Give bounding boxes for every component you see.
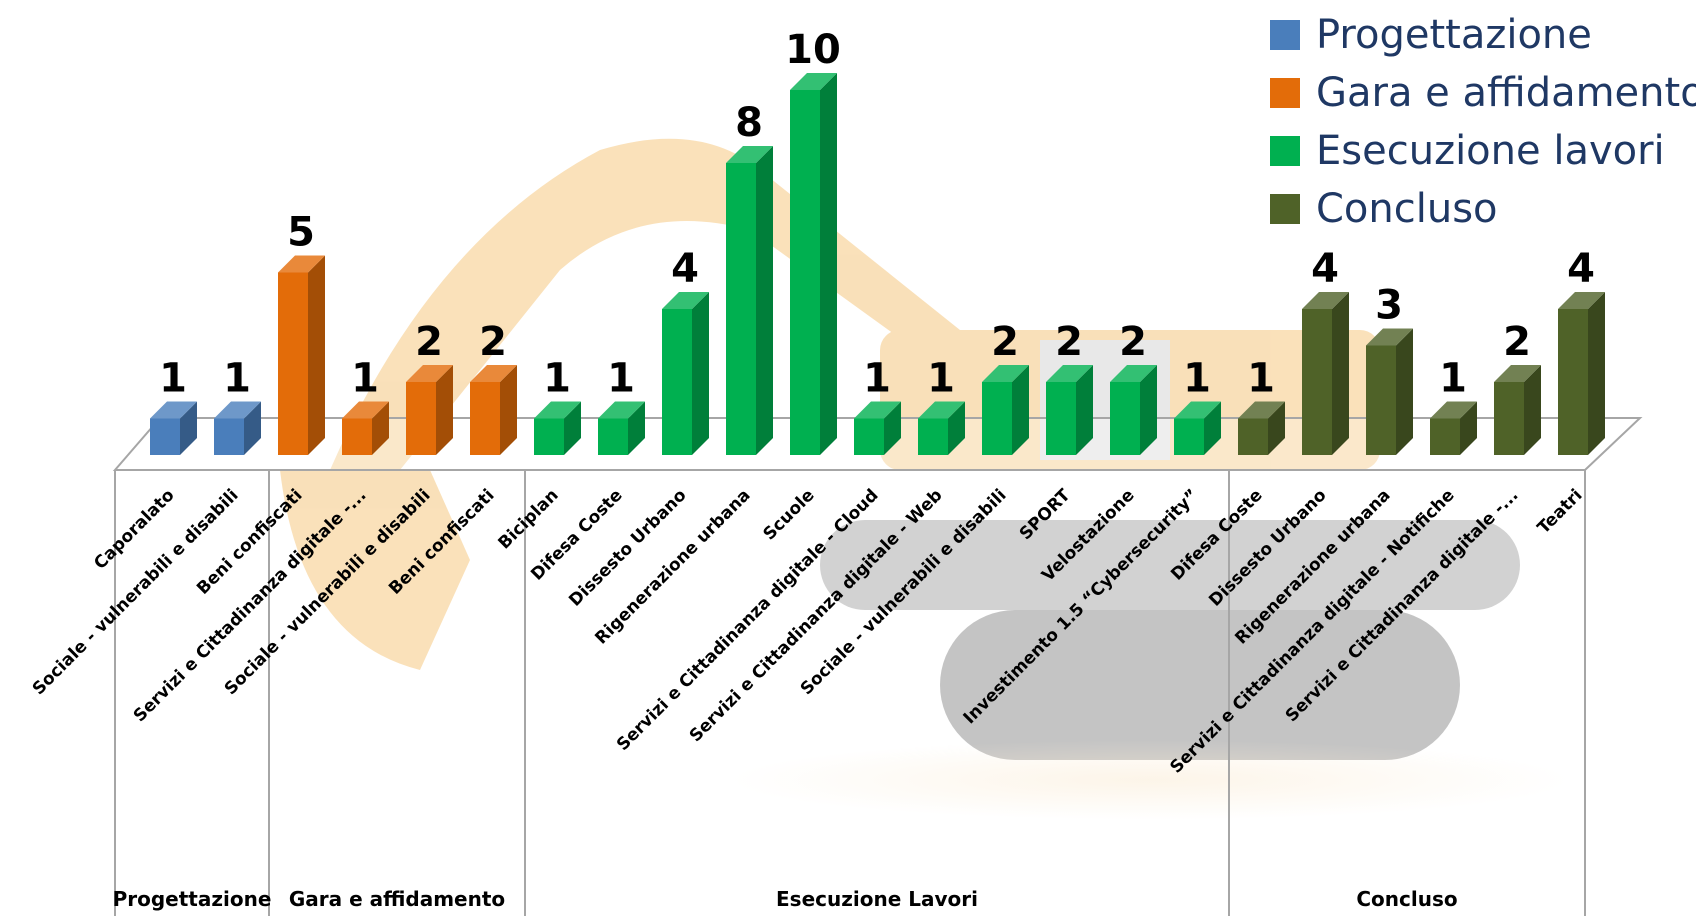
bar-value-label: 1 <box>863 356 891 402</box>
bar-value-label: 4 <box>1567 246 1595 292</box>
category-tick-label: Scuole <box>760 485 819 544</box>
bar-front <box>214 419 244 456</box>
legend-item-esecuzione-lavori: Esecuzione lavori <box>1270 122 1696 180</box>
category-tick-label: Biciplan <box>494 485 562 553</box>
bar <box>726 146 773 455</box>
bar-side <box>1396 329 1413 456</box>
bar-front <box>1494 382 1524 455</box>
bar-front <box>534 419 564 456</box>
bar-side <box>1332 292 1349 455</box>
bar <box>1558 292 1605 455</box>
bar-front <box>854 419 884 456</box>
category-tick-label: Dissesto Urbano <box>565 485 690 610</box>
legend-label: Esecuzione lavori <box>1316 128 1665 174</box>
bar-front <box>726 163 756 455</box>
bar-front <box>982 382 1012 455</box>
bar <box>1110 365 1157 455</box>
legend-item-gara-e-affidamento: Gara e affidamento <box>1270 64 1696 122</box>
bar-value-label: 1 <box>223 356 251 402</box>
bar-front <box>598 419 628 456</box>
background-excavator-illustration <box>280 139 1570 820</box>
bar-value-label: 1 <box>1439 356 1467 402</box>
bar-value-label: 1 <box>927 356 955 402</box>
bar-value-label: 2 <box>415 319 443 365</box>
bar <box>1046 365 1093 455</box>
bar-value-label: 2 <box>1503 319 1531 365</box>
bar-front <box>1430 419 1460 456</box>
bar-side <box>820 73 837 455</box>
bar-front <box>278 273 308 456</box>
group-labels: Progettazione Gara e affidamento Esecuzion… <box>113 887 1458 911</box>
bar-value-label: 4 <box>671 246 699 292</box>
bar-front <box>790 90 820 455</box>
category-tick-label: Teatri <box>1534 485 1587 538</box>
bar-value-label: 1 <box>607 356 635 402</box>
bar-value-label: 2 <box>991 319 1019 365</box>
group-label: Esecuzione Lavori <box>776 887 978 911</box>
bar-front <box>918 419 948 456</box>
bar <box>1494 365 1541 455</box>
legend-swatch <box>1270 78 1300 108</box>
bar <box>662 292 709 455</box>
bar-value-label: 8 <box>735 100 763 146</box>
bar-front <box>406 382 436 455</box>
bar-side <box>692 292 709 455</box>
bar-side <box>756 146 773 455</box>
bar <box>1366 329 1413 456</box>
bar-value-label: 1 <box>351 356 379 402</box>
bar-value-label: 2 <box>1119 319 1147 365</box>
bar-value-label: 1 <box>1183 356 1211 402</box>
legend-item-progettazione: Progettazione <box>1270 6 1696 64</box>
legend-label: Concluso <box>1316 186 1498 232</box>
bar-front <box>1302 309 1332 455</box>
bar-front <box>662 309 692 455</box>
legend: Progettazione Gara e affidamento Esecuzi… <box>1270 6 1696 238</box>
bar <box>790 73 837 455</box>
legend-label: Progettazione <box>1316 12 1592 58</box>
bar-value-label: 2 <box>1055 319 1083 365</box>
bar-front <box>1366 346 1396 456</box>
bar-front <box>1046 382 1076 455</box>
bar-side <box>308 256 325 456</box>
legend-item-concluso: Concluso <box>1270 180 1696 238</box>
bar <box>982 365 1029 455</box>
legend-swatch <box>1270 136 1300 166</box>
bar-front <box>342 419 372 456</box>
bar-front <box>1558 309 1588 455</box>
bar-value-label: 3 <box>1375 283 1403 329</box>
bar-value-label: 1 <box>1247 356 1275 402</box>
bar <box>470 365 517 455</box>
group-label: Gara e affidamento <box>289 887 505 911</box>
legend-label: Gara e affidamento <box>1316 70 1696 116</box>
bar-value-label: 4 <box>1311 246 1339 292</box>
legend-swatch <box>1270 194 1300 224</box>
bar-side <box>1588 292 1605 455</box>
bar <box>406 365 453 455</box>
bar-front <box>1110 382 1140 455</box>
bar <box>278 256 325 456</box>
bar-front <box>1238 419 1268 456</box>
group-label: Concluso <box>1356 887 1457 911</box>
legend-swatch <box>1270 20 1300 50</box>
bar-value-label: 1 <box>159 356 187 402</box>
bar-front <box>150 419 180 456</box>
bar-value-label: 1 <box>543 356 571 402</box>
bar-value-label: 10 <box>785 27 841 73</box>
group-label: Progettazione <box>113 887 272 911</box>
bar-front <box>1174 419 1204 456</box>
bar-value-label: 5 <box>287 210 315 256</box>
bar-front <box>470 382 500 455</box>
bar <box>1302 292 1349 455</box>
bar-value-label: 2 <box>479 319 507 365</box>
